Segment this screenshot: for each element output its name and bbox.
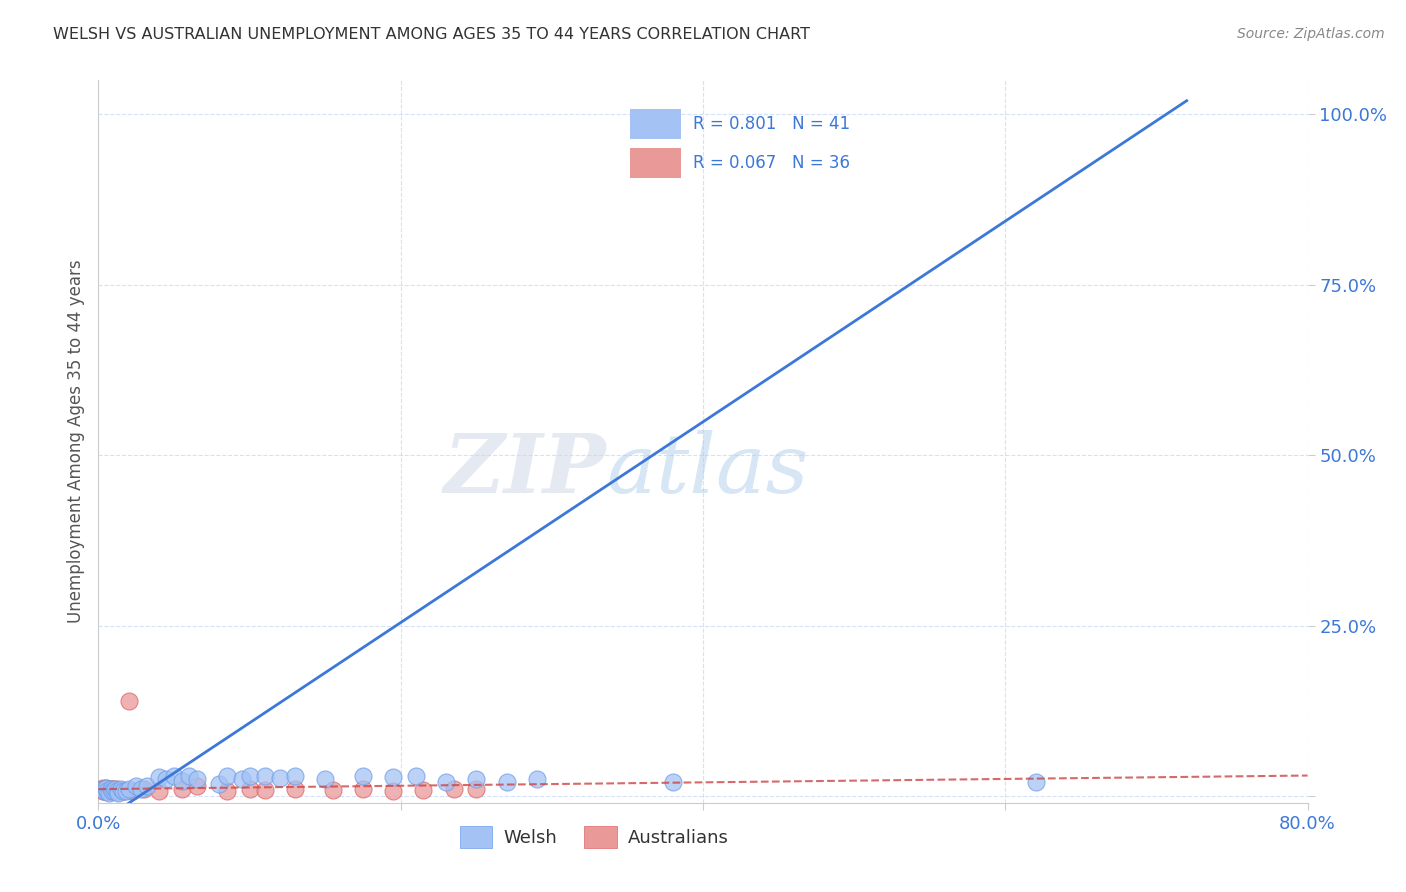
Point — [284, 768, 307, 782]
Point — [239, 768, 262, 782]
Point — [98, 783, 121, 797]
Point — [170, 774, 193, 789]
Point — [1024, 775, 1046, 789]
Point — [98, 782, 121, 797]
Point — [91, 782, 114, 797]
Point — [103, 783, 125, 797]
Point — [269, 771, 291, 785]
Point — [90, 782, 112, 797]
Point — [103, 782, 125, 797]
Point — [253, 782, 276, 797]
Point — [93, 784, 115, 798]
Point — [104, 784, 127, 798]
Point — [215, 768, 238, 782]
Point — [107, 783, 129, 797]
Point — [104, 782, 127, 797]
Point — [495, 775, 517, 789]
Point — [405, 768, 427, 782]
Point — [253, 768, 276, 782]
Point — [129, 782, 152, 797]
Point — [135, 780, 157, 794]
Point — [121, 783, 143, 797]
Point — [105, 784, 128, 798]
Point — [98, 786, 121, 800]
Text: Source: ZipAtlas.com: Source: ZipAtlas.com — [1237, 27, 1385, 41]
Legend: Welsh, Australians: Welsh, Australians — [453, 819, 735, 855]
Point — [163, 768, 186, 782]
Point — [284, 782, 307, 797]
Point — [170, 782, 193, 797]
Point — [93, 784, 115, 798]
Point — [155, 772, 177, 786]
Point — [112, 783, 135, 797]
Point — [465, 772, 488, 786]
Point — [186, 772, 208, 786]
Point — [352, 782, 374, 797]
Point — [96, 784, 118, 798]
Point — [322, 782, 344, 797]
Point — [186, 779, 208, 793]
Point — [114, 784, 136, 798]
Point — [132, 782, 155, 797]
Point — [148, 770, 170, 784]
Point — [110, 782, 132, 797]
Point — [239, 782, 262, 797]
Point — [382, 770, 405, 784]
Point — [352, 768, 374, 782]
Point — [231, 772, 253, 786]
Point — [94, 780, 117, 795]
Point — [100, 784, 122, 798]
Point — [382, 783, 405, 797]
Point — [93, 782, 115, 797]
Point — [443, 782, 465, 797]
Point — [94, 783, 117, 797]
Point — [148, 784, 170, 798]
Point — [118, 693, 141, 707]
Point — [94, 780, 117, 795]
Text: atlas: atlas — [606, 431, 808, 510]
Point — [314, 772, 336, 786]
Point — [96, 783, 118, 797]
Point — [105, 782, 128, 797]
Y-axis label: Unemployment Among Ages 35 to 44 years: Unemployment Among Ages 35 to 44 years — [66, 260, 84, 624]
Point — [208, 777, 231, 791]
Point — [215, 783, 238, 797]
Text: WELSH VS AUSTRALIAN UNEMPLOYMENT AMONG AGES 35 TO 44 YEARS CORRELATION CHART: WELSH VS AUSTRALIAN UNEMPLOYMENT AMONG A… — [53, 27, 810, 42]
Point — [434, 775, 457, 789]
Point — [101, 784, 124, 798]
Text: ZIP: ZIP — [444, 431, 606, 510]
Point — [661, 775, 683, 789]
Point — [100, 782, 122, 797]
Point — [179, 768, 201, 782]
Point — [91, 780, 114, 795]
Point — [101, 782, 124, 797]
Point — [110, 784, 132, 798]
Point — [111, 783, 134, 797]
Point — [118, 782, 141, 797]
Point — [96, 782, 118, 797]
Point — [526, 772, 548, 786]
Point — [125, 779, 148, 793]
Point — [91, 783, 114, 797]
Point — [412, 782, 434, 797]
Point — [107, 786, 129, 800]
Point — [465, 782, 488, 797]
Point — [100, 782, 122, 797]
